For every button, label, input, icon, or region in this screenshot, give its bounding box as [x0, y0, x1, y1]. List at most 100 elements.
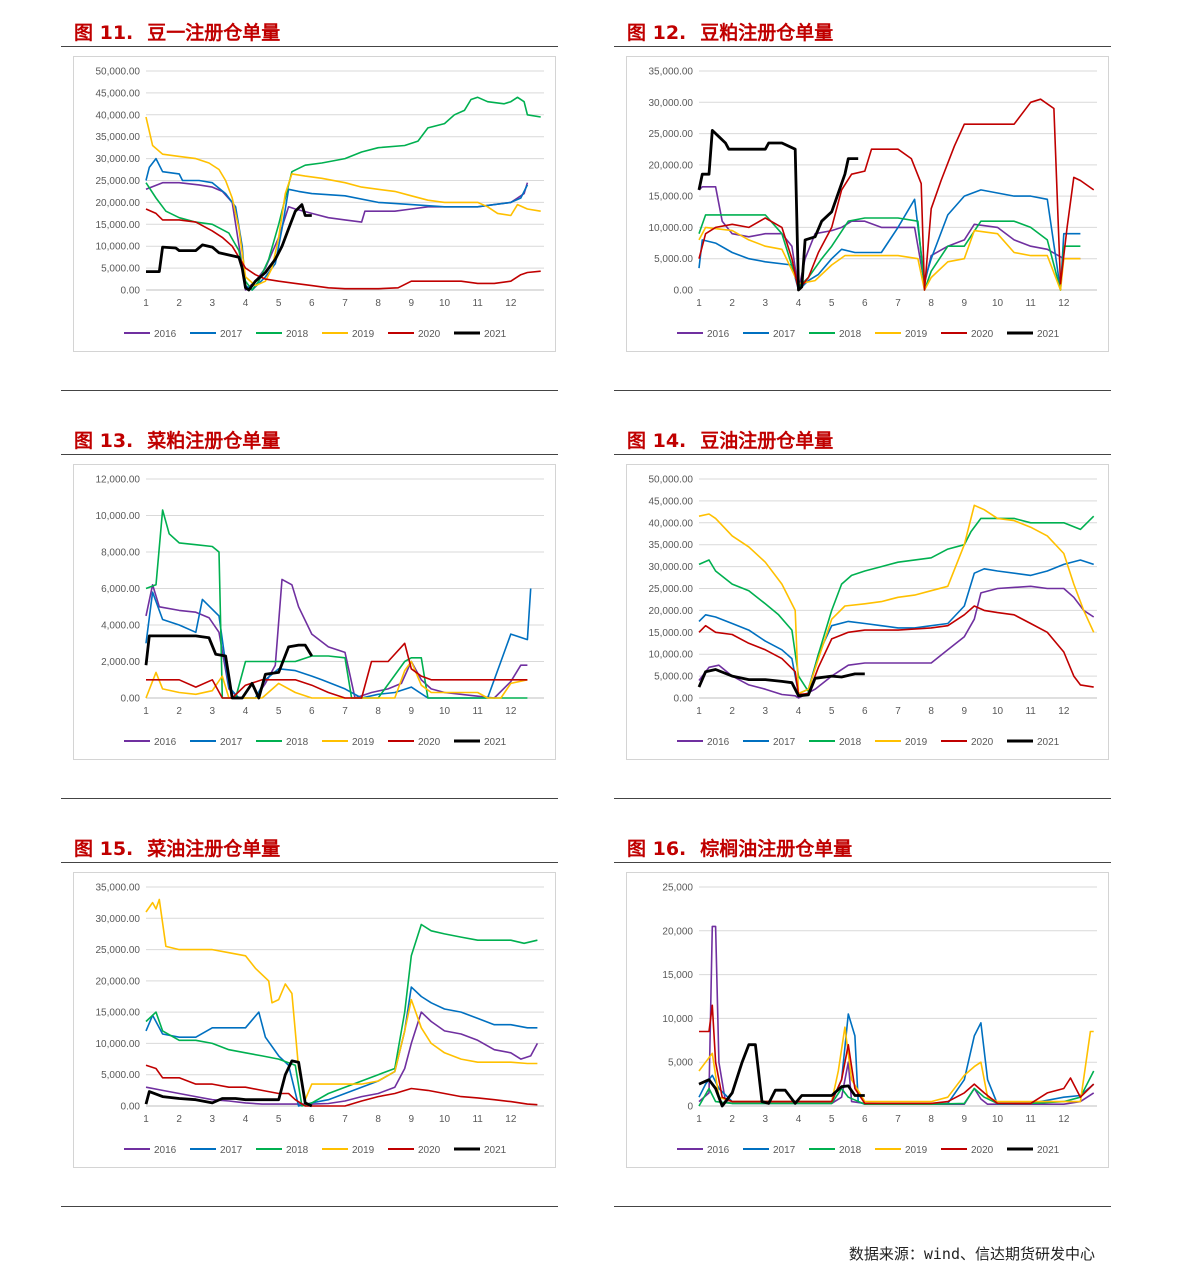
- chart-panel: 图 12. 豆粕注册仓单量 0.00 5,000.00 10,000.00 15,000.…: [614, 0, 1111, 392]
- panel-bottom-divider: [61, 390, 558, 391]
- chart-panel: 图 16. 棕榈油注册仓单量 0 5,000 10,000 15,000 20,000 25,…: [614, 816, 1111, 1208]
- title-divider: [61, 454, 558, 455]
- figure-title: 图 11. 豆一注册仓单量: [74, 18, 280, 45]
- x-tick-label: 9: [962, 706, 968, 717]
- x-tick-label: 3: [210, 706, 216, 717]
- figure-name: 菜油注册仓单量: [147, 838, 281, 860]
- x-tick-label: 8: [375, 1114, 381, 1125]
- x-tick-label: 11: [472, 706, 483, 717]
- x-tick-label: 10: [439, 298, 451, 309]
- chart-area: 0 5,000 10,000 15,000 20,000 25,000 1 2 3 4 5 6 7 8 9 1…: [626, 872, 1109, 1168]
- x-tick-label: 2: [176, 298, 182, 309]
- figure-title: 图 14. 豆油注册仓单量: [627, 426, 833, 453]
- series-line-2016: [698, 186, 1081, 291]
- series-line-2021: [144, 1059, 313, 1108]
- x-tick-label: 8: [375, 706, 381, 717]
- legend-label-2019: 2019: [905, 737, 928, 748]
- x-tick-label: 1: [143, 706, 149, 717]
- y-tick-label: 40,000.00: [96, 110, 141, 121]
- x-tick-label: 6: [309, 1114, 315, 1125]
- x-tick-label: 7: [342, 1114, 348, 1125]
- legend-label-2017: 2017: [220, 1145, 243, 1156]
- y-tick-label: 35,000.00: [96, 132, 141, 143]
- figure-name: 棕榈油注册仓单量: [700, 838, 853, 860]
- y-tick-label: 15,000.00: [96, 1008, 141, 1019]
- y-tick-label: 50,000.00: [96, 67, 141, 78]
- data-source-footer: 数据来源：wind、信达期货研发中心: [848, 1245, 1095, 1263]
- x-tick-label: 5: [829, 706, 835, 717]
- chart-area: 0.00 5,000.00 10,000.00 15,000.00 20,000.00 2…: [73, 56, 556, 352]
- series-line-2019: [145, 898, 538, 1101]
- y-tick-label: 15,000.00: [649, 192, 694, 203]
- series-line-2021: [146, 203, 312, 292]
- chart-panel: 图 14. 豆油注册仓单量 0.00 5,000.00 10,000.00 15,000.…: [614, 408, 1111, 800]
- legend-label-2018: 2018: [286, 1145, 309, 1156]
- x-tick-label: 12: [505, 298, 517, 309]
- series-line-2021: [697, 129, 859, 292]
- series-line-2016: [145, 181, 529, 291]
- y-tick-label: 45,000.00: [96, 88, 141, 99]
- x-tick-label: 4: [243, 706, 249, 717]
- figure-name: 菜粕注册仓单量: [147, 430, 281, 452]
- x-tick-label: 10: [439, 1114, 451, 1125]
- chart-svg: 0.00 2,000.00 4,000.00 6,000.00 8,000.00 10,0…: [96, 475, 544, 748]
- legend-label-2020: 2020: [418, 1145, 441, 1156]
- legend-label-2018: 2018: [839, 329, 862, 340]
- legend-label-2018: 2018: [839, 737, 862, 748]
- x-tick-label: 2: [176, 1114, 182, 1125]
- chart-area: 0.00 5,000.00 10,000.00 15,000.00 20,000.00 2…: [626, 56, 1109, 352]
- x-tick-label: 6: [862, 706, 868, 717]
- x-tick-label: 3: [763, 298, 769, 309]
- panel-bottom-divider: [61, 798, 558, 799]
- x-tick-label: 7: [895, 1114, 901, 1125]
- legend-label-2020: 2020: [418, 737, 441, 748]
- x-tick-label: 10: [992, 298, 1004, 309]
- figure-name: 豆一注册仓单量: [147, 22, 281, 44]
- legend-label-2021: 2021: [1037, 329, 1060, 340]
- title-divider: [61, 46, 558, 47]
- y-tick-label: 10,000: [662, 1014, 693, 1025]
- y-tick-label: 20,000.00: [649, 160, 694, 171]
- title-divider: [61, 862, 558, 863]
- figure-title: 图 15. 菜油注册仓单量: [74, 834, 280, 861]
- panel-bottom-divider: [614, 798, 1111, 799]
- series-line-2016: [698, 585, 1095, 699]
- series-line-2019: [145, 116, 541, 287]
- x-tick-label: 5: [829, 298, 835, 309]
- x-tick-label: 8: [928, 298, 934, 309]
- x-tick-label: 4: [796, 298, 802, 309]
- legend-label-2017: 2017: [220, 329, 243, 340]
- x-tick-label: 5: [276, 706, 282, 717]
- y-tick-label: 25,000.00: [96, 945, 141, 956]
- y-tick-label: 15,000: [662, 970, 693, 981]
- series-line-2018: [145, 96, 541, 291]
- legend-label-2021: 2021: [1037, 737, 1060, 748]
- x-tick-label: 9: [962, 298, 968, 309]
- y-tick-label: 5,000.00: [654, 254, 693, 265]
- panel-bottom-divider: [614, 390, 1111, 391]
- x-tick-label: 1: [696, 298, 702, 309]
- chart-panel: 图 11. 豆一注册仓单量 0.00 5,000.00 10,000.00 15,000.…: [61, 0, 558, 392]
- y-tick-label: 0.00: [674, 286, 694, 297]
- y-tick-label: 40,000.00: [649, 518, 694, 529]
- x-tick-label: 12: [1058, 1114, 1070, 1125]
- x-tick-label: 12: [1058, 298, 1070, 309]
- y-tick-label: 0.00: [674, 694, 694, 705]
- legend-label-2021: 2021: [484, 737, 507, 748]
- series-line-2021: [698, 1043, 865, 1108]
- series-line-2018: [145, 509, 528, 699]
- y-tick-label: 8,000.00: [101, 548, 140, 559]
- y-tick-label: 0.00: [121, 286, 141, 297]
- x-tick-label: 5: [829, 1114, 835, 1125]
- legend-label-2016: 2016: [707, 1145, 730, 1156]
- x-tick-label: 11: [472, 1114, 483, 1125]
- y-tick-label: 10,000.00: [649, 223, 694, 234]
- y-tick-label: 20,000.00: [96, 976, 141, 987]
- y-tick-label: 10,000.00: [649, 650, 694, 661]
- series-line-2020: [698, 98, 1095, 291]
- series-line-2021: [144, 634, 313, 700]
- x-tick-label: 10: [992, 1114, 1004, 1125]
- series-line-2020: [146, 642, 528, 699]
- x-tick-label: 9: [409, 298, 415, 309]
- y-tick-label: 20,000.00: [96, 198, 141, 209]
